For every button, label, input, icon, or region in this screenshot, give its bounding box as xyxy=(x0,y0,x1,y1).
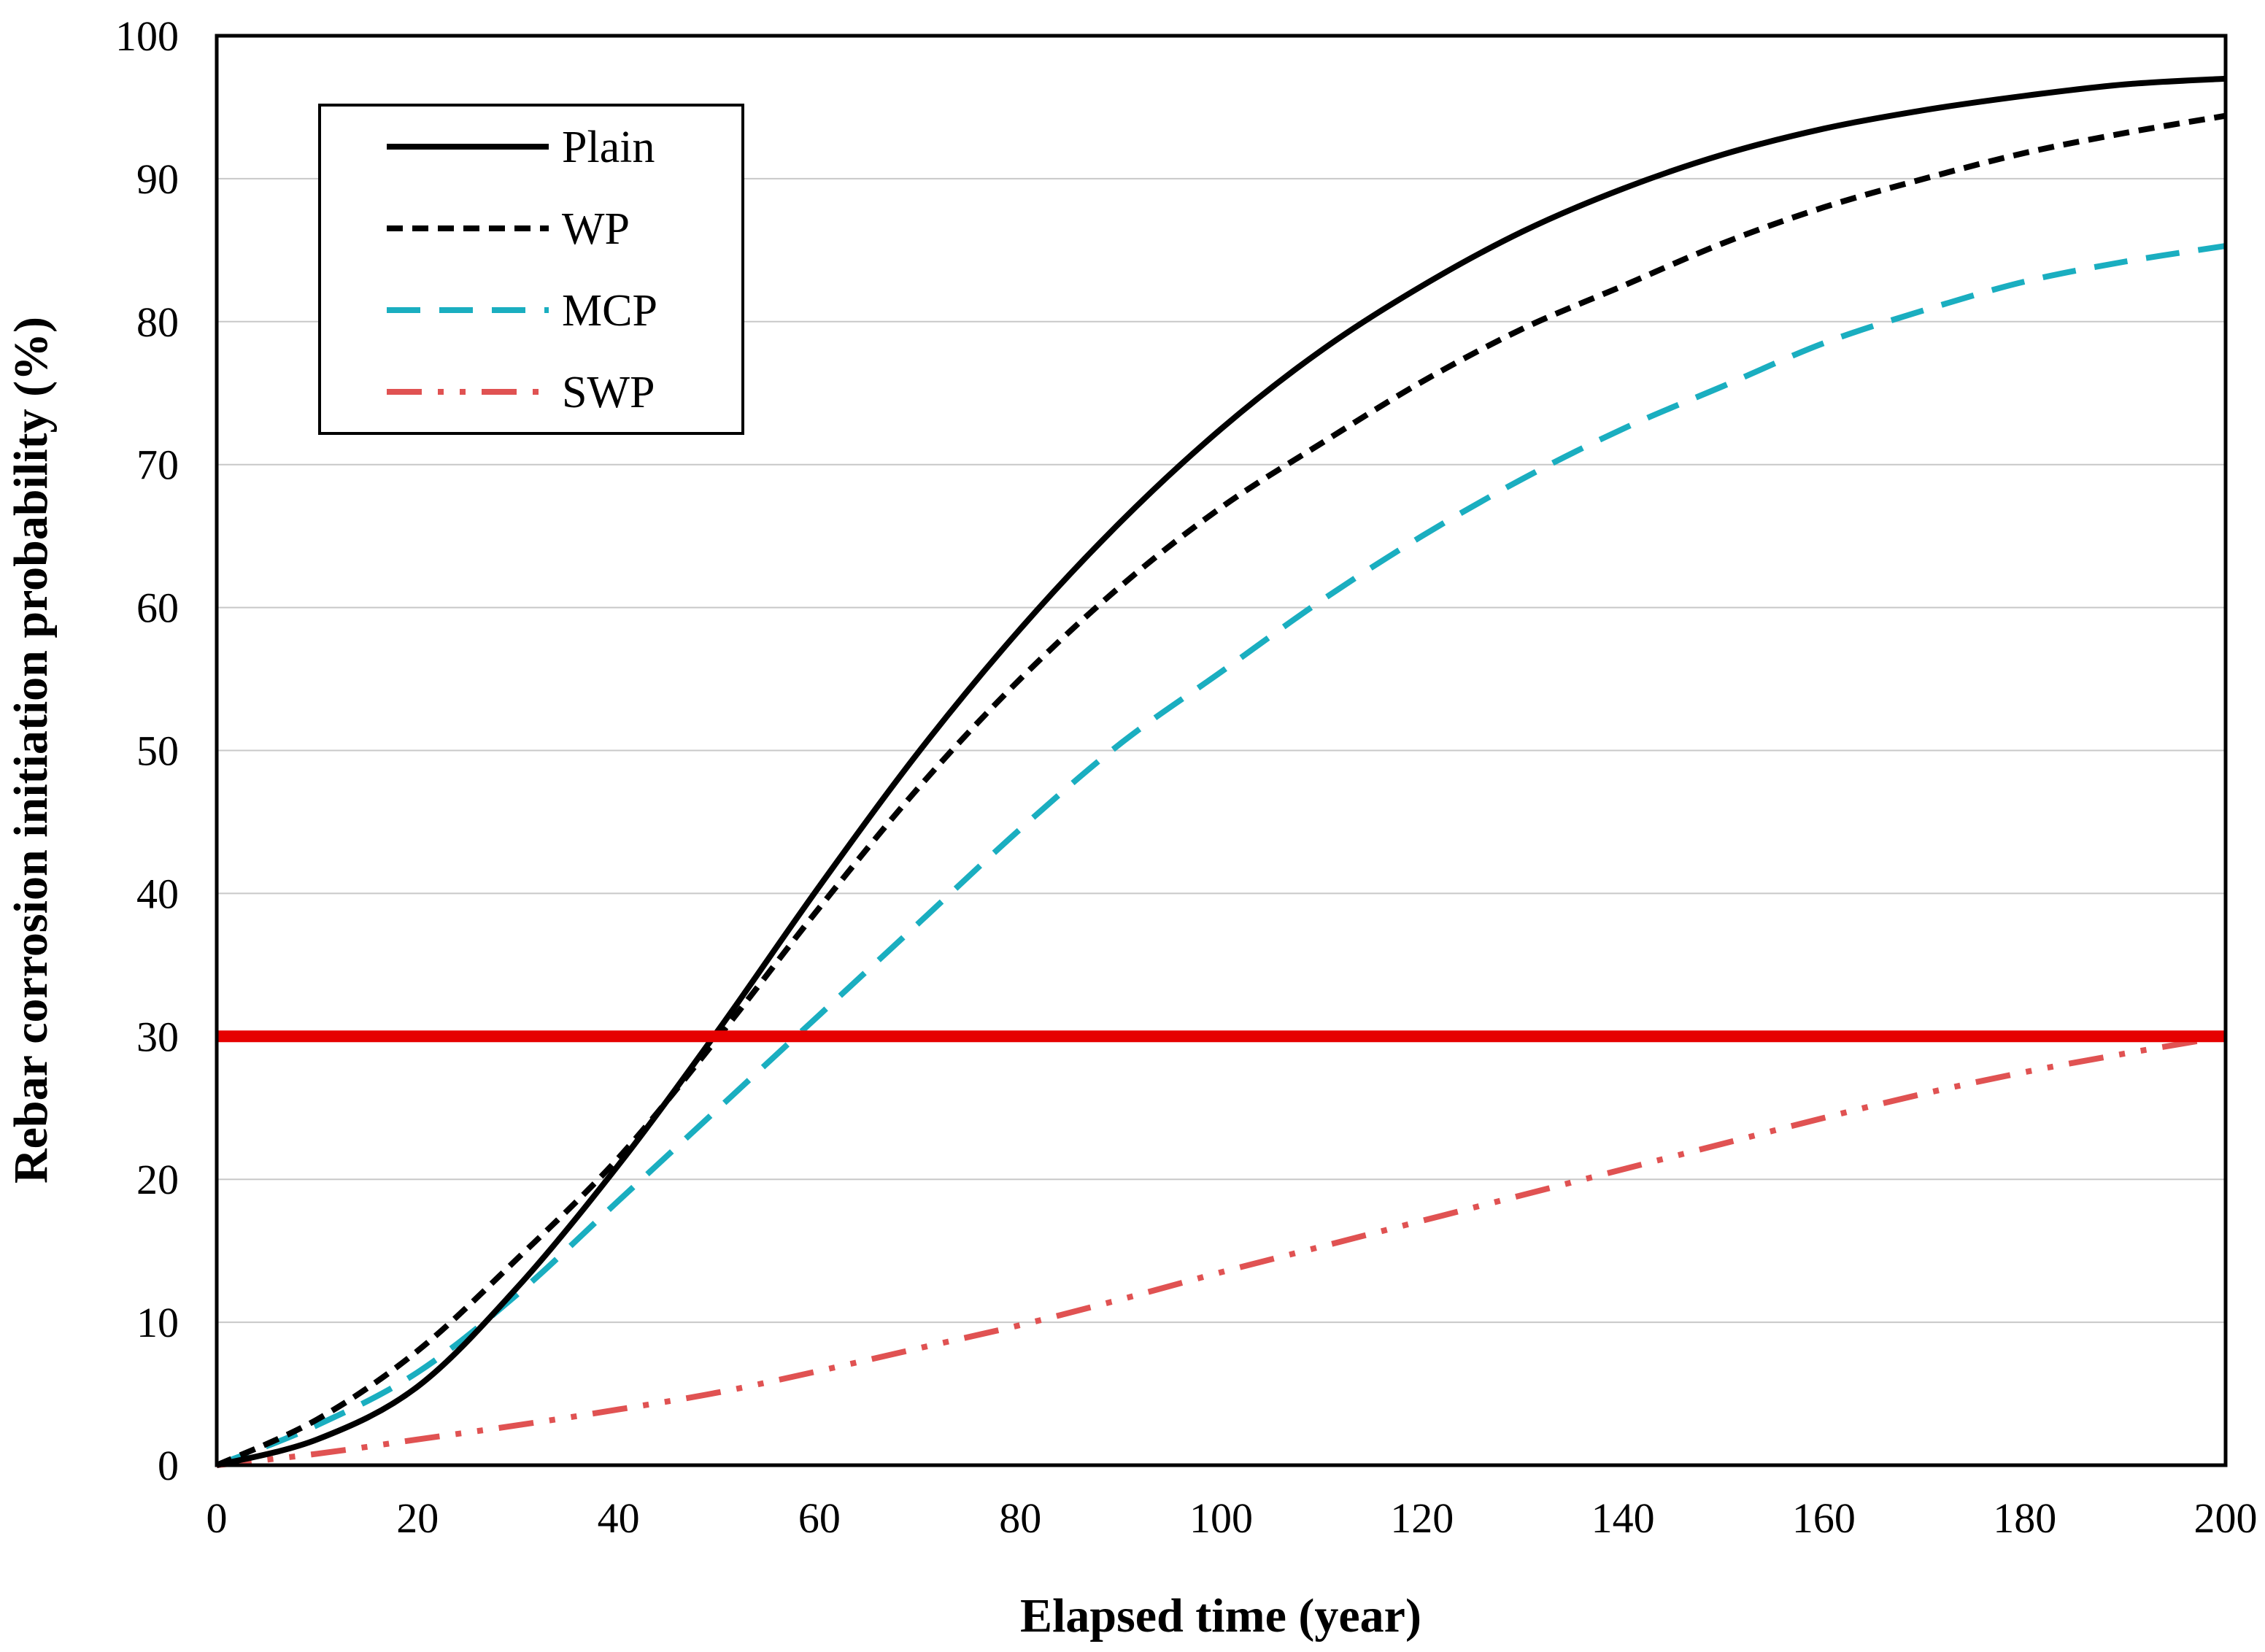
legend-box xyxy=(318,104,744,435)
x-tick-label: 80 xyxy=(999,1494,1041,1542)
legend-label-plain: Plain xyxy=(562,123,655,172)
y-tick-label: 80 xyxy=(136,298,179,346)
legend-label-swp: SWP xyxy=(562,368,655,417)
y-tick-label: 60 xyxy=(136,584,179,632)
x-tick-label: 60 xyxy=(798,1494,841,1542)
legend-items: Plain WP MCP SWP xyxy=(387,123,657,417)
y-axis-title: Rebar corrosion initiation probability (… xyxy=(4,317,58,1184)
legend: Plain WP MCP SWP xyxy=(318,104,744,435)
series-line-wp xyxy=(215,112,2226,1468)
legend-label-wp: WP xyxy=(562,204,630,254)
series-line-mcp xyxy=(215,243,2226,1468)
axis-ticks: 0 20 40 60 80 100 120 140 160 180 200 0 10 20 30 40 50 60… xyxy=(115,12,2258,1542)
y-tick-label: 40 xyxy=(136,870,179,917)
plot-area-frame xyxy=(215,34,2228,1467)
x-tick-label: 200 xyxy=(2194,1494,2258,1542)
y-tick-label: 0 xyxy=(158,1442,179,1489)
series-line-swp xyxy=(216,1033,2226,1468)
y-tick-label: 30 xyxy=(136,1013,179,1060)
y-tick-label: 70 xyxy=(136,441,179,489)
x-tick-label: 0 xyxy=(207,1494,228,1542)
y-tick-label: 90 xyxy=(136,155,179,203)
legend-label-mcp: MCP xyxy=(562,286,657,336)
x-tick-label: 160 xyxy=(1792,1494,1856,1542)
x-tick-label: 180 xyxy=(1993,1494,2056,1542)
x-tick-label: 120 xyxy=(1390,1494,1454,1542)
y-tick-label: 20 xyxy=(136,1156,179,1203)
y-tick-label: 50 xyxy=(136,727,179,775)
series-lines xyxy=(215,75,2226,1468)
series-line-plain xyxy=(216,75,2226,1468)
x-tick-label: 100 xyxy=(1189,1494,1253,1542)
y-tick-label: 100 xyxy=(115,12,179,60)
y-tick-label: 10 xyxy=(136,1299,179,1346)
x-tick-label: 140 xyxy=(1591,1494,1655,1542)
x-tick-label: 20 xyxy=(396,1494,439,1542)
x-tick-label: 40 xyxy=(598,1494,640,1542)
x-axis-title: Elapsed time (year) xyxy=(1020,1589,1421,1643)
